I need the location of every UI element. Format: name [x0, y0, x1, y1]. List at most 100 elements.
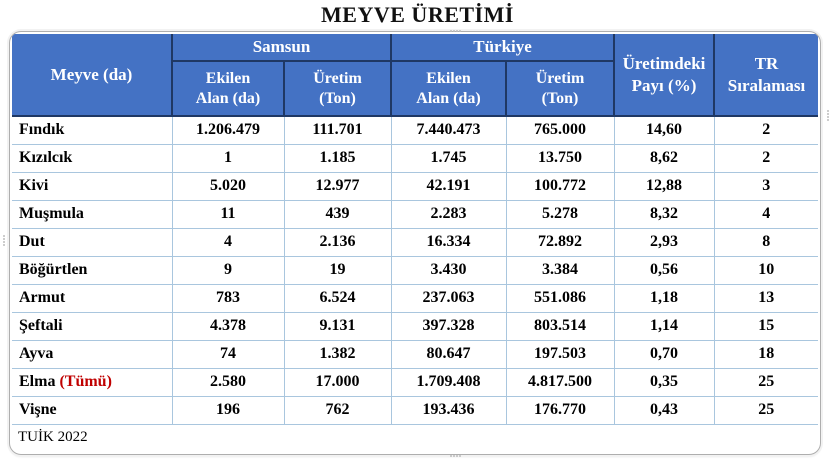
fruit-name: Ayva	[19, 345, 54, 362]
fruit-name-cell: Böğürtlen	[12, 255, 173, 285]
turkiye-ekilen-alan-cell: 42.191	[390, 171, 507, 201]
table-row: Dut 4 2.136 16.334 72.892 2,93 8	[12, 227, 819, 257]
uretimdeki-payi-cell: 0,43	[613, 395, 715, 425]
fruit-name-cell: Fındık	[12, 115, 173, 145]
tr-siralamasi-cell: 25	[713, 367, 819, 397]
turkiye-uretim-cell: 13.750	[505, 143, 615, 173]
turkiye-ekilen-alan-cell: 397.328	[390, 311, 507, 341]
samsun-uretim-cell: 19	[283, 255, 392, 285]
col-header-samsun-uretim: Üretim (Ton)	[282, 60, 393, 117]
resize-handle-bottom[interactable]	[450, 455, 461, 457]
turkiye-ekilen-alan-cell: 1.745	[390, 143, 507, 173]
fruit-note: (Tümü)	[59, 373, 112, 390]
table-row: Böğürtlen 9 19 3.430 3.384 0,56 10	[12, 255, 819, 285]
samsun-ekilen-alan-cell: 5.020	[171, 171, 285, 201]
turkiye-ekilen-alan-cell: 7.440.473	[390, 115, 507, 145]
fruit-name: Kivi	[19, 177, 49, 194]
turkiye-uretim-cell: 551.086	[505, 283, 615, 313]
turkiye-ekilen-alan-cell: 80.647	[390, 339, 507, 369]
resize-handle-right[interactable]	[827, 110, 829, 121]
uretimdeki-payi-cell: 8,32	[613, 199, 715, 229]
turkiye-ekilen-alan-cell: 3.430	[390, 255, 507, 285]
table-row: Armut 783 6.524 237.063 551.086 1,18 13	[12, 283, 819, 313]
tr-siralamasi-cell: 10	[713, 255, 819, 285]
fruit-name-cell: Vişne	[12, 395, 173, 425]
resize-handle-left[interactable]	[3, 235, 5, 246]
source-note: TUİK 2022	[12, 423, 819, 450]
turkiye-uretim-cell: 100.772	[505, 171, 615, 201]
uretimdeki-payi-cell: 0,56	[613, 255, 715, 285]
samsun-uretim-cell: 439	[283, 199, 392, 229]
samsun-ekilen-alan-cell: 4.378	[171, 311, 285, 341]
samsun-ekilen-alan-cell: 1.206.479	[171, 115, 285, 145]
tr-siralamasi-cell: 15	[713, 311, 819, 341]
fruit-name: Armut	[19, 289, 66, 306]
col-group-turkiye: Türkiye	[390, 34, 616, 62]
uretimdeki-payi-cell: 2,93	[613, 227, 715, 257]
fruit-name-cell: Kivi	[12, 171, 173, 201]
samsun-ekilen-alan-cell: 11	[171, 199, 285, 229]
samsun-ekilen-alan-cell: 74	[171, 339, 285, 369]
fruit-name: Elma	[19, 373, 56, 390]
turkiye-ekilen-alan-cell: 2.283	[390, 199, 507, 229]
table-frame: Meyve (da) Samsun Türkiye Üretimdeki Pay…	[9, 31, 821, 455]
tr-siralamasi-cell: 13	[713, 283, 819, 313]
samsun-ekilen-alan-cell: 1	[171, 143, 285, 173]
samsun-uretim-cell: 111.701	[283, 115, 392, 145]
table-row: Kivi 5.020 12.977 42.191 100.772 12,88 3	[12, 171, 819, 201]
uretimdeki-payi-cell: 1,14	[613, 311, 715, 341]
samsun-uretim-cell: 6.524	[283, 283, 392, 313]
fruit-name-cell: Ayva	[12, 339, 173, 369]
table-footer: TUİK 2022	[12, 423, 819, 450]
turkiye-uretim-cell: 72.892	[505, 227, 615, 257]
fruit-name: Muşmula	[19, 205, 84, 222]
tr-siralamasi-cell: 2	[713, 143, 819, 173]
fruit-name: Böğürtlen	[19, 261, 88, 278]
samsun-uretim-cell: 1.185	[283, 143, 392, 173]
table-header: Meyve (da) Samsun Türkiye Üretimdeki Pay…	[12, 34, 819, 117]
samsun-uretim-cell: 1.382	[283, 339, 392, 369]
table-row: Ayva 74 1.382 80.647 197.503 0,70 18	[12, 339, 819, 369]
samsun-uretim-cell: 12.977	[283, 171, 392, 201]
samsun-uretim-cell: 9.131	[283, 311, 392, 341]
resize-handle-top[interactable]	[450, 30, 461, 32]
fruit-name-cell: Armut	[12, 283, 173, 313]
fruit-name: Fındık	[19, 121, 65, 139]
turkiye-uretim-cell: 197.503	[505, 339, 615, 369]
tr-siralamasi-cell: 18	[713, 339, 819, 369]
col-header-uretimdeki-payi: Üretimdeki Payı (%)	[613, 34, 716, 117]
tr-siralamasi-cell: 8	[713, 227, 819, 257]
uretimdeki-payi-cell: 12,88	[613, 171, 715, 201]
fruit-name: Şeftali	[19, 317, 63, 334]
turkiye-ekilen-alan-cell: 1.709.408	[390, 367, 507, 397]
tr-siralamasi-cell: 2	[713, 115, 819, 145]
uretimdeki-payi-cell: 1,18	[613, 283, 715, 313]
turkiye-ekilen-alan-cell: 193.436	[390, 395, 507, 425]
samsun-ekilen-alan-cell: 783	[171, 283, 285, 313]
uretimdeki-payi-cell: 0,35	[613, 367, 715, 397]
col-header-tr-siralamasi: TR Sıralaması	[713, 34, 819, 117]
turkiye-uretim-cell: 4.817.500	[505, 367, 615, 397]
turkiye-uretim-cell: 765.000	[505, 115, 615, 145]
table-row: Şeftali 4.378 9.131 397.328 803.514 1,14…	[12, 311, 819, 341]
uretimdeki-payi-cell: 0,70	[613, 339, 715, 369]
table-row: Elma (Tümü) 2.580 17.000 1.709.408 4.817.…	[12, 367, 819, 397]
table-row: Vişne 196 762 193.436 176.770 0,43 25	[12, 395, 819, 425]
col-header-turkiye-uretim: Üretim (Ton)	[505, 60, 615, 117]
turkiye-ekilen-alan-cell: 16.334	[390, 227, 507, 257]
samsun-uretim-cell: 17.000	[283, 367, 392, 397]
page-title: MEYVE ÜRETİMİ	[321, 2, 514, 27]
samsun-uretim-cell: 762	[283, 395, 392, 425]
fruit-name-cell: Dut	[12, 227, 173, 257]
turkiye-ekilen-alan-cell: 237.063	[390, 283, 507, 313]
samsun-ekilen-alan-cell: 196	[171, 395, 285, 425]
samsun-ekilen-alan-cell: 4	[171, 227, 285, 257]
fruit-name-cell: Muşmula	[12, 199, 173, 229]
col-header-samsun-ekilen-alan: Ekilen Alan (da)	[172, 60, 285, 117]
fruit-name: Kızılcık	[19, 149, 73, 166]
samsun-uretim-cell: 2.136	[283, 227, 392, 257]
fruit-name-cell: Kızılcık	[12, 143, 173, 173]
tr-siralamasi-cell: 4	[713, 199, 819, 229]
col-header-turkiye-ekilen-alan: Ekilen Alan (da)	[390, 60, 508, 117]
tr-siralamasi-cell: 3	[713, 171, 819, 201]
